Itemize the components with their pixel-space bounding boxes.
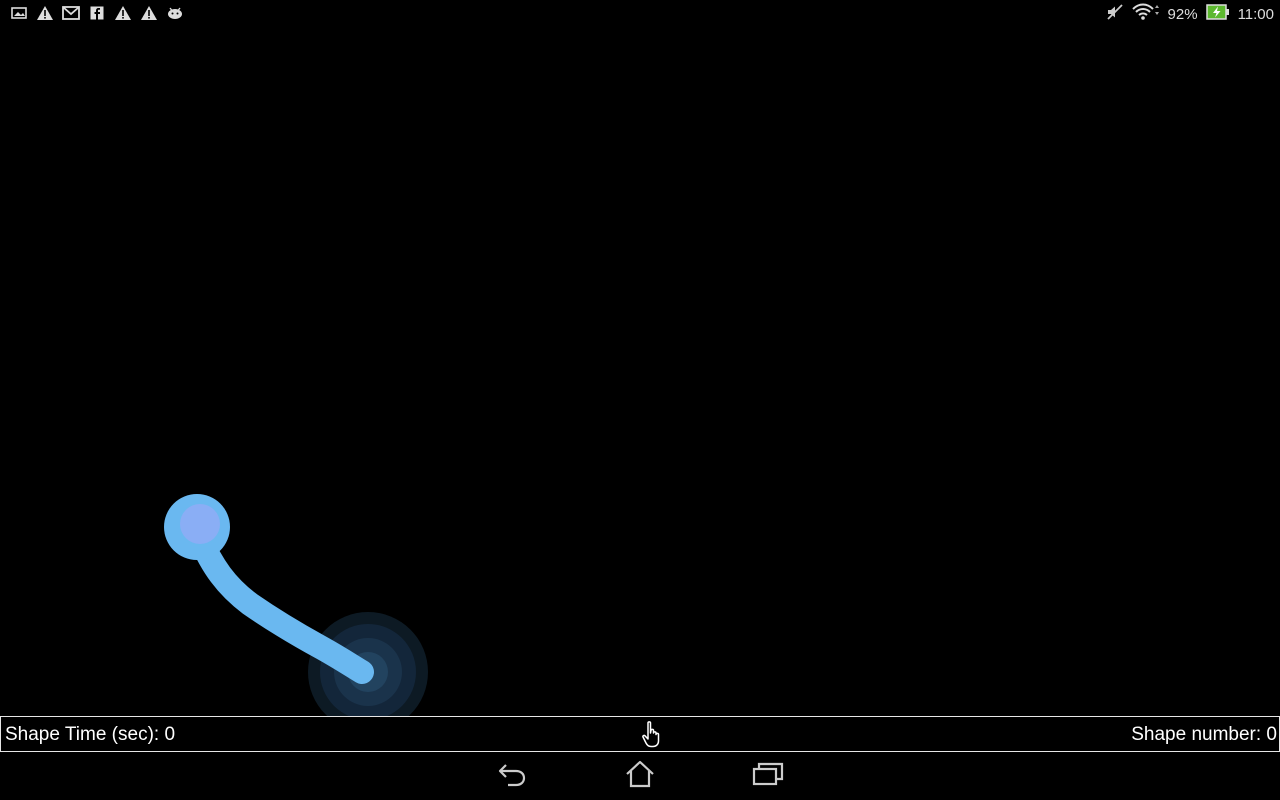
info-bar: Shape Time (sec): 0 Shape number: 0 xyxy=(0,716,1280,752)
shape-number-label: Shape number: 0 xyxy=(1131,724,1277,745)
notification-icons xyxy=(10,4,184,22)
image-icon xyxy=(10,4,28,22)
battery-charging-icon xyxy=(1205,4,1230,24)
android-icon xyxy=(166,4,184,22)
gmail-icon xyxy=(62,4,80,22)
wifi-icon xyxy=(1131,3,1160,25)
drawing-canvas[interactable] xyxy=(0,26,1280,732)
home-button[interactable] xyxy=(622,760,658,792)
home-icon xyxy=(624,760,656,793)
drawing-surface xyxy=(164,494,428,732)
facebook-icon xyxy=(88,4,106,22)
warning-icon xyxy=(114,4,132,22)
warning-icon xyxy=(140,4,158,22)
status-bar: 92% 11:00 xyxy=(0,0,1280,26)
clock: 11:00 xyxy=(1237,5,1274,23)
back-icon xyxy=(497,761,527,792)
mute-icon xyxy=(1106,3,1124,25)
navigation-bar xyxy=(0,752,1280,800)
stroke-start-dot xyxy=(164,494,230,560)
warning-icon xyxy=(36,4,54,22)
recent-apps-icon xyxy=(752,762,784,791)
drawn-stroke xyxy=(188,526,374,684)
battery-level: 92% xyxy=(1167,5,1198,23)
system-status: 92% 11:00 xyxy=(1106,3,1274,25)
hand-cursor-icon xyxy=(641,720,667,748)
back-button[interactable] xyxy=(494,760,530,792)
shape-time-label: Shape Time (sec): 0 xyxy=(5,724,176,745)
recent-apps-button[interactable] xyxy=(750,760,786,792)
